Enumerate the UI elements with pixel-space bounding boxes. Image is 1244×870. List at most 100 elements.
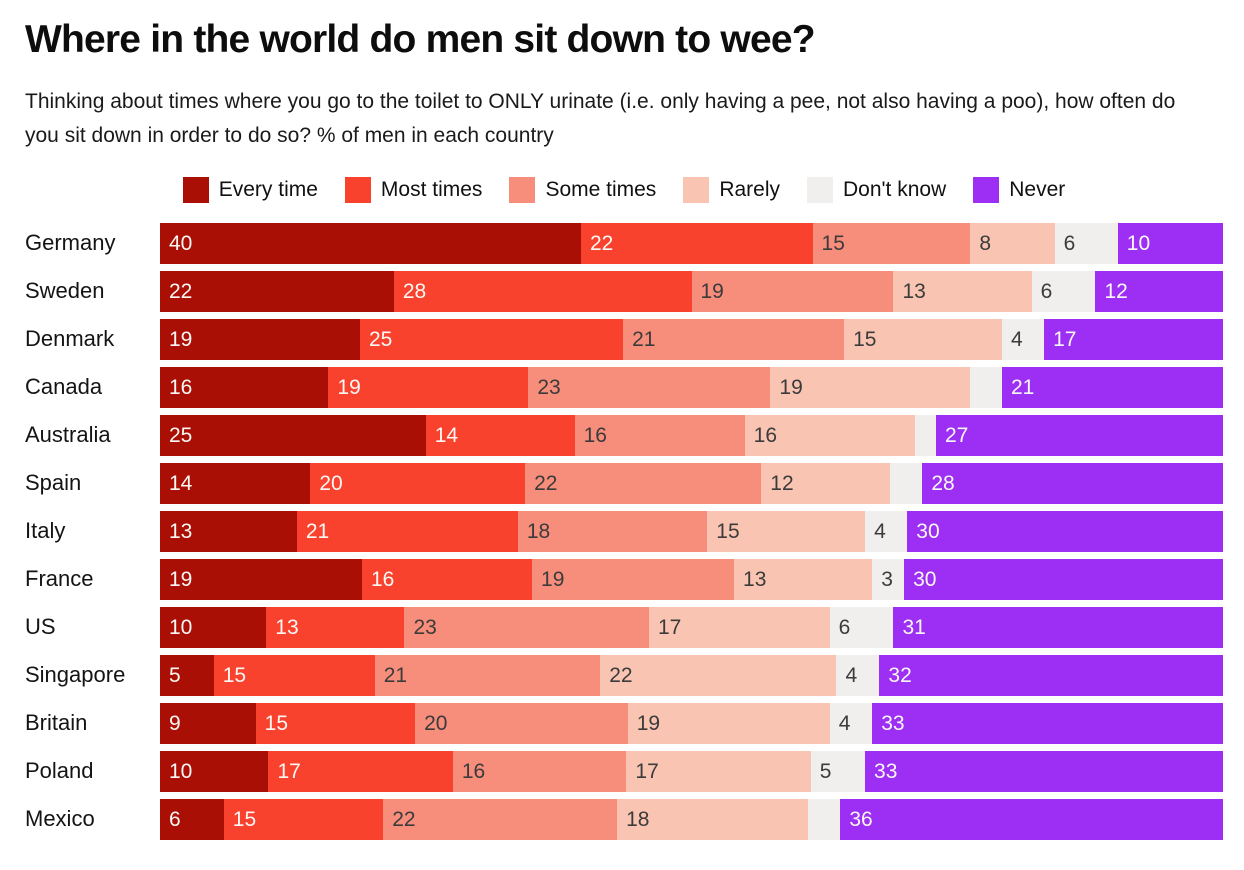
bar-segment-dont_know: 4 [865, 510, 908, 552]
value-label: 6 [1040, 279, 1053, 303]
page-title: Where in the world do men sit down to we… [25, 18, 816, 61]
chart-row: Sweden 22 28 19 13 6 12 [25, 270, 1223, 312]
stacked-bar: 40 22 15 8 6 10 [160, 222, 1224, 264]
value-label: 21 [1010, 375, 1035, 399]
bar-segment-never: 21 [1001, 366, 1223, 408]
chart-row: Mexico 6 15 22 18 36 [25, 798, 1224, 840]
bar-segment-rarely: 19 [770, 366, 971, 408]
value-label: 15 [821, 231, 845, 255]
bar-segment-some_times: 18 [517, 510, 708, 552]
country-label: Italy [25, 518, 66, 544]
value-label: 8 [979, 231, 992, 255]
bar-segment-most_times: 13 [266, 606, 405, 648]
bar-segment-every_time: 25 [160, 414, 426, 456]
value-label: 32 [888, 663, 912, 687]
legend: Every time Most times Some times Rarely Don'… [25, 176, 1223, 203]
bar-segment-rarely: 15 [844, 318, 1002, 360]
value-label: 22 [169, 279, 193, 303]
legend-label: Rarely [719, 177, 780, 201]
chart-row: Spain 14 20 22 12 28 [25, 462, 1223, 504]
value-label: 33 [881, 711, 905, 735]
bar-segment-never: 27 [935, 414, 1223, 456]
bar-segment-never: 33 [865, 750, 1223, 792]
bar-segment-dont_know: 6 [829, 606, 894, 648]
country-label: Singapore [25, 662, 126, 688]
country-label: Britain [25, 710, 88, 736]
bar-segment-rarely: 16 [744, 414, 915, 456]
bar-segment-most_times: 15 [213, 654, 375, 696]
bar-segment-some_times: 22 [383, 798, 618, 840]
value-label: 13 [902, 279, 926, 303]
value-label: 19 [541, 567, 565, 591]
value-label: 21 [305, 519, 330, 543]
chart-row: Poland 10 17 16 17 5 33 [25, 750, 1223, 792]
bar-segment-every_time: 14 [160, 462, 311, 504]
country-label: France [25, 566, 94, 592]
value-label: 23 [537, 375, 561, 399]
bar-segment-most_times: 25 [359, 318, 624, 360]
legend-item-most_times: Most times [344, 176, 482, 203]
bar-segment-every_time: 10 [160, 750, 269, 792]
value-label: 17 [657, 615, 682, 639]
bar-segment-rarely: 17 [626, 750, 811, 792]
bar-segment-never: 12 [1095, 270, 1223, 312]
bar-segment-every_time: 22 [160, 270, 394, 312]
chart-row: France 19 16 19 13 3 30 [25, 558, 1223, 600]
bar-segment-some_times: 23 [404, 606, 649, 648]
legend-swatch-most_times [344, 176, 371, 203]
bar-segment-rarely: 17 [648, 606, 830, 648]
value-label: 19 [169, 327, 193, 351]
value-label: 4 [845, 663, 858, 687]
value-label: 16 [753, 423, 777, 447]
bar-segment-every_time: 13 [160, 510, 297, 552]
bar-segment-some_times: 23 [528, 366, 771, 408]
bar-segment-never: 36 [840, 798, 1224, 840]
chart-row: Australia 25 14 16 16 27 [25, 414, 1223, 456]
stacked-bar: 25 14 16 16 27 [160, 414, 1223, 456]
value-label: 16 [461, 759, 486, 783]
bar-segment-some_times: 15 [812, 222, 971, 264]
value-label: 40 [169, 231, 193, 255]
bar-segment-dont_know: 4 [829, 702, 873, 744]
stacked-bar: 10 17 16 17 5 33 [160, 750, 1223, 792]
value-label: 27 [944, 423, 969, 447]
value-label: 21 [383, 663, 408, 687]
chart-row: Denmark 19 25 21 15 4 17 [25, 318, 1223, 360]
value-label: 22 [589, 231, 614, 255]
value-label: 25 [169, 423, 193, 447]
bar-segment-dont_know: 6 [1054, 222, 1118, 264]
chart-row: Singapore 5 15 21 22 4 32 [25, 654, 1223, 696]
value-label: 28 [931, 471, 955, 495]
value-label: 20 [319, 471, 343, 495]
value-label: 5 [819, 759, 832, 783]
bar-segment-every_time: 9 [160, 702, 256, 744]
value-label: 16 [169, 375, 193, 399]
bar-segment-never: 10 [1117, 222, 1224, 264]
value-label: 25 [368, 327, 393, 351]
value-label: 19 [169, 567, 193, 591]
value-label: 4 [874, 519, 886, 543]
stacked-bar: 13 21 18 15 4 30 [160, 510, 1224, 552]
legend-item-some_times: Some times [509, 176, 656, 203]
bar-segment-most_times: 28 [393, 270, 692, 312]
bar-segment-dont_know: 3 [872, 558, 905, 600]
bar-segment-never: 32 [879, 654, 1223, 696]
bar-segment-every_time: 19 [160, 318, 360, 360]
legend-swatch-some_times [509, 176, 536, 203]
bar-segment-most_times: 21 [296, 510, 518, 552]
bar-segment-most_times: 15 [223, 798, 384, 840]
bar-segment-rarely: 12 [761, 462, 891, 504]
value-label: 19 [779, 375, 803, 399]
country-label: Australia [25, 422, 111, 448]
value-label: 4 [838, 711, 851, 735]
value-label: 9 [169, 711, 181, 735]
legend-label: Every time [218, 177, 318, 201]
legend-item-rarely: Rarely [683, 176, 780, 203]
stacked-bar: 9 15 20 19 4 33 [160, 702, 1223, 744]
legend-swatch-every_time [182, 176, 209, 203]
value-label: 17 [635, 759, 659, 783]
value-label: 19 [636, 711, 661, 735]
legend-label: Never [1009, 177, 1066, 201]
bar-segment-rarely: 15 [707, 510, 866, 552]
